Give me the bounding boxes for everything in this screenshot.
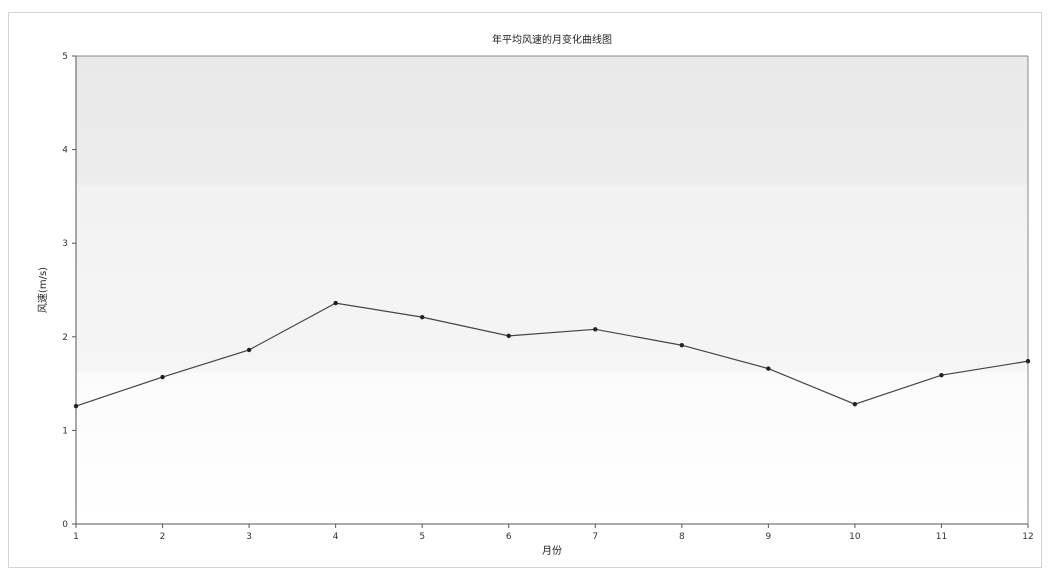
x-tick-label: 7 <box>592 532 598 542</box>
series-layer <box>73 300 1031 409</box>
data-point <box>766 366 771 371</box>
x-tick-label: 3 <box>246 532 252 542</box>
y-tick-label: 1 <box>62 426 68 436</box>
data-point <box>1025 358 1031 364</box>
y-tick-label: 3 <box>62 239 68 249</box>
plot-area <box>76 56 1028 524</box>
x-tick-label: 1 <box>73 532 79 542</box>
x-axis-ticks: 1 2 3 4 5 6 7 8 9 10 11 12 <box>73 524 1034 542</box>
x-axis-title: 月份 <box>542 545 562 557</box>
data-point <box>333 300 338 306</box>
y-tick-label: 2 <box>62 333 68 343</box>
x-tick-label: 8 <box>679 532 685 542</box>
x-tick-label: 10 <box>849 532 861 542</box>
data-point <box>939 372 944 378</box>
data-point <box>246 347 252 353</box>
data-point <box>593 327 598 332</box>
x-tick-label: 4 <box>333 532 339 542</box>
y-tick-label: 0 <box>62 520 68 530</box>
x-tick-label: 6 <box>506 532 512 542</box>
x-tick-label: 12 <box>1022 532 1033 542</box>
data-point <box>506 333 511 339</box>
data-point <box>852 401 858 407</box>
y-axis-ticks: 0 1 2 3 4 5 <box>62 52 76 530</box>
chart-title: 年平均风速的月变化曲线图 <box>492 33 612 46</box>
y-tick-label: 4 <box>62 146 68 156</box>
series-line <box>75 302 1029 407</box>
x-tick-label: 2 <box>160 532 166 542</box>
x-tick-label: 11 <box>936 532 947 542</box>
data-point <box>160 374 165 380</box>
x-tick-label: 5 <box>419 532 425 542</box>
data-point <box>679 343 685 348</box>
data-point <box>73 403 79 409</box>
x-tick-label: 9 <box>765 532 771 542</box>
data-point <box>419 314 425 320</box>
y-tick-label: 5 <box>62 52 68 62</box>
y-axis-title: 风速(m/s) <box>37 267 49 313</box>
